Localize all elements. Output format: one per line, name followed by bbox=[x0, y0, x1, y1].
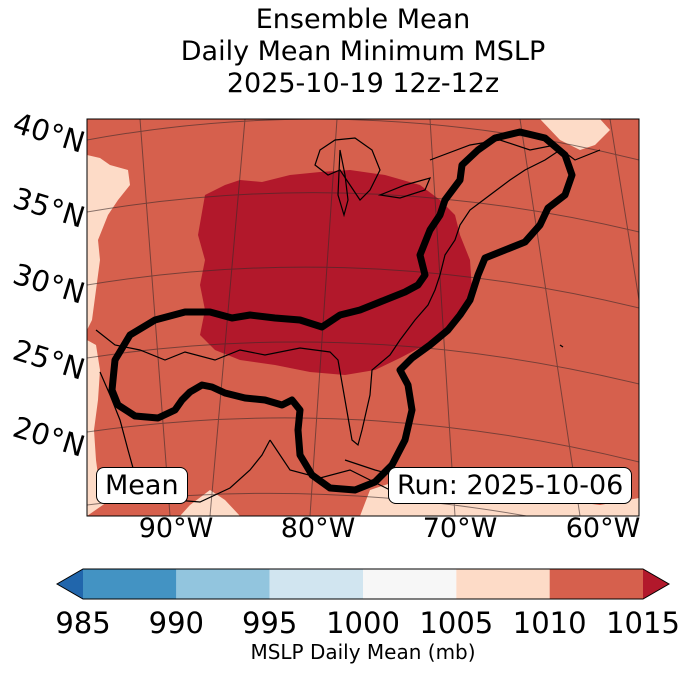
colorbar-label: MSLP Daily Mean (mb) bbox=[250, 640, 476, 664]
colorbar-tick-985: 985 bbox=[55, 606, 111, 640]
title-line-3: 2025-10-19 12z-12z bbox=[226, 68, 500, 99]
lake-michigan bbox=[337, 149, 349, 218]
canada-coast bbox=[429, 139, 601, 161]
lon-label-60w: 60°W bbox=[565, 513, 641, 544]
lon-label-80w: 80°W bbox=[280, 513, 356, 544]
field-1005-1010-south bbox=[180, 490, 240, 516]
lon-label-90w: 90°W bbox=[138, 513, 214, 544]
colorbar-bin-0 bbox=[83, 569, 177, 599]
colorbar-tick-990: 990 bbox=[148, 606, 205, 640]
gulf-coast bbox=[95, 149, 561, 447]
colorbar-tick-1015: 1015 bbox=[606, 606, 680, 640]
contour-outline bbox=[108, 128, 576, 494]
colorbar-outline bbox=[55, 568, 671, 600]
colorbar-tick-1005: 1005 bbox=[419, 606, 494, 640]
field-above-1015 bbox=[198, 170, 472, 375]
title-line-2: Daily Mean Minimum MSLP bbox=[180, 36, 546, 67]
run-annotation: Run: 2025-10-06 bbox=[388, 467, 633, 504]
chart-title: Ensemble Mean Daily Mean Minimum MSLP 20… bbox=[0, 4, 688, 100]
colorbar bbox=[55, 568, 671, 600]
colorbar-bin-5 bbox=[549, 569, 643, 599]
title-line-1: Ensemble Mean bbox=[255, 4, 471, 35]
map-frame bbox=[86, 118, 640, 517]
colorbar-bin-1 bbox=[176, 569, 270, 599]
lon-label-70w: 70°W bbox=[422, 513, 498, 544]
field-1005-1010-west bbox=[87, 155, 130, 330]
colorbar-tick-995: 995 bbox=[241, 606, 298, 640]
map-plot-area bbox=[87, 119, 639, 516]
field-1005-1010-southwest bbox=[87, 340, 110, 516]
colorbar-tick-1010: 1010 bbox=[512, 606, 587, 640]
colorbar-under-arrow bbox=[57, 569, 83, 599]
bermuda bbox=[559, 344, 564, 348]
colorbar-bin-4 bbox=[456, 569, 550, 599]
mean-annotation: Mean bbox=[96, 467, 188, 504]
colorbar-over-arrow bbox=[643, 569, 669, 599]
lake-erie bbox=[377, 177, 432, 199]
field-1005-1010-northeast bbox=[540, 119, 610, 150]
colorbar-tick-1000: 1000 bbox=[326, 606, 400, 640]
great-lakes bbox=[314, 137, 381, 201]
colorbar-bins bbox=[83, 569, 643, 599]
colorbar-bin-3 bbox=[363, 569, 457, 599]
colorbar-bin-2 bbox=[269, 569, 363, 599]
